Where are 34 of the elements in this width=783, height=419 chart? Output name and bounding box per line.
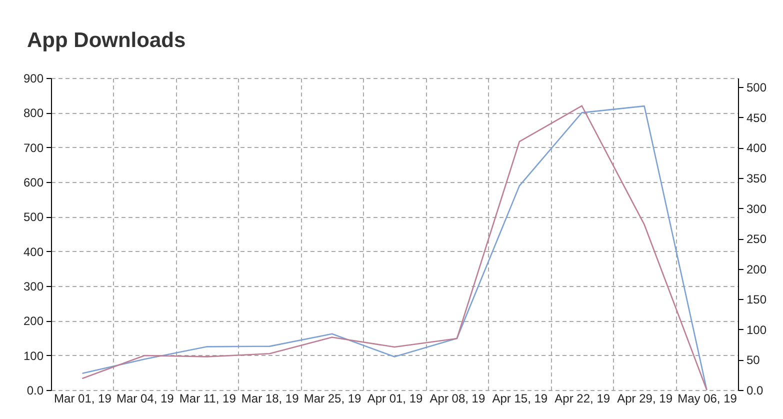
y2-tick-label: 300 <box>746 202 767 216</box>
x-tick-label: Mar 11, 19 <box>179 392 236 406</box>
y2-tick-label: 400 <box>746 141 767 156</box>
y2-tick-label: 350 <box>746 171 767 186</box>
y-tick-label: 200 <box>23 314 44 328</box>
x-tick-label: Apr 01, 19 <box>367 392 424 406</box>
y2-tick-label: 0.0 <box>746 384 764 398</box>
y2-tick-label: 150 <box>746 292 767 307</box>
x-tick-label: Apr 22, 19 <box>554 392 610 406</box>
y2-tick-label: 200 <box>746 262 767 276</box>
x-tick-label: Apr 29, 19 <box>617 392 673 406</box>
x-tick-label: Apr 08, 19 <box>430 392 486 406</box>
x-tick-label: Mar 25, 19 <box>304 392 362 406</box>
y-tick-label: 600 <box>23 176 44 190</box>
y2-tick-label: 250 <box>746 232 767 246</box>
y2-tick-label: 100 <box>746 322 767 337</box>
y-tick-label: 900 <box>23 72 44 86</box>
x-tick-label: Mar 18, 19 <box>241 392 300 406</box>
x-tick-label: Mar 01, 19 <box>54 392 112 406</box>
y-tick-label: 100 <box>23 348 44 363</box>
y2-tick-label: 50 <box>746 353 760 368</box>
y-tick-label: 0.0 <box>26 384 44 398</box>
x-tick-label: May 06, 19 <box>678 392 738 406</box>
y-tick-label: 500 <box>23 210 44 224</box>
y-tick-label: 800 <box>23 106 44 120</box>
x-tick-label: Mar 04, 19 <box>116 392 174 406</box>
chart-title: App Downloads <box>27 29 186 52</box>
y2-tick-label: 500 <box>746 80 767 95</box>
y-tick-label: 400 <box>23 244 44 259</box>
line-series <box>82 105 708 391</box>
y2-tick-label: 450 <box>746 110 767 125</box>
y-tick-label: 700 <box>23 140 44 155</box>
x-tick-label: Apr 15, 19 <box>492 392 548 406</box>
y-tick-label: 300 <box>23 280 44 294</box>
